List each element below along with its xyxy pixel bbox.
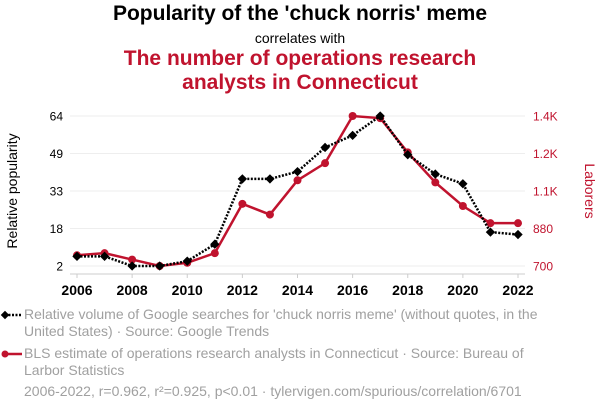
x-tick-label: 2006 bbox=[61, 282, 92, 298]
series-google-point bbox=[127, 261, 137, 271]
chart-plot: 64 49 33 18 2 1.4K 1.2K 1.1K 880 700 2006 2008 2010 2… bbox=[4, 110, 598, 299]
series-google-point bbox=[347, 130, 358, 141]
chart-title-2: The number of operations research analys… bbox=[0, 47, 600, 95]
y-right-axis-label: Laborers bbox=[582, 163, 598, 218]
series-bls-point bbox=[210, 249, 219, 258]
series-google-point bbox=[375, 111, 385, 121]
x-tick-label: 2022 bbox=[502, 282, 533, 298]
x-tick-label: 2020 bbox=[447, 282, 478, 298]
series-google-point bbox=[182, 256, 192, 266]
chart-title: Popularity of the 'chuck norris' meme bbox=[112, 2, 488, 25]
chart-subtitle: correlates with bbox=[254, 30, 346, 46]
x-tick-label: 2008 bbox=[117, 282, 148, 298]
series-bls-point bbox=[265, 210, 274, 219]
series-bls-point bbox=[431, 178, 440, 187]
x-tick-label: 2018 bbox=[392, 282, 423, 298]
series-bls-point bbox=[514, 219, 522, 228]
series-google-point bbox=[265, 174, 275, 184]
y-left-tick-label: 2 bbox=[56, 260, 63, 274]
legend-item-google: Relative volume of Google searches for '… bbox=[24, 306, 538, 339]
series-bls-point bbox=[128, 255, 137, 264]
y-left-tick-label: 18 bbox=[50, 222, 64, 236]
chart-title-2-text: The number of operations research analys… bbox=[123, 47, 477, 94]
series-google-point bbox=[155, 261, 165, 271]
series-google-point bbox=[320, 142, 330, 153]
series-bls-point bbox=[486, 219, 495, 228]
series-google-line bbox=[77, 114, 519, 268]
legend-item-bls: BLS estimate of operations research anal… bbox=[24, 345, 524, 378]
series-google-point bbox=[485, 227, 496, 237]
series-google-point bbox=[210, 239, 220, 249]
y-left-axis-label: Relative popularity bbox=[4, 133, 20, 248]
legend-marker-bls bbox=[1, 350, 22, 358]
y-right-tick-label: 1.2K bbox=[533, 147, 558, 161]
x-tick-label: 2014 bbox=[282, 282, 313, 298]
x-tick-label: 2010 bbox=[172, 282, 203, 298]
y-left-tick-label: 49 bbox=[50, 147, 64, 161]
series-google-point bbox=[237, 174, 248, 184]
series-bls-point bbox=[348, 112, 357, 120]
y-left-tick-label: 33 bbox=[50, 185, 64, 199]
y-right-tick-label: 1.1K bbox=[533, 185, 558, 199]
series-google-point bbox=[513, 229, 523, 240]
footer-stats: 2006-2022, r=0.962, r²=0.925, p<0.01 · t… bbox=[24, 383, 522, 399]
series-google-point bbox=[292, 166, 303, 177]
series-bls-point bbox=[458, 202, 467, 210]
series-google-point bbox=[430, 169, 440, 179]
series-bls-point bbox=[321, 159, 330, 168]
y-right-tick-label: 1.4K bbox=[533, 110, 558, 124]
y-right-tick-label: 700 bbox=[533, 260, 553, 274]
x-tick-label: 2012 bbox=[227, 282, 258, 298]
series-bls-point bbox=[238, 199, 247, 208]
x-tick-label: 2016 bbox=[337, 282, 368, 298]
series-bls-point bbox=[293, 176, 302, 185]
legend-marker-google bbox=[0, 310, 22, 320]
y-right-tick-label: 880 bbox=[533, 222, 553, 236]
y-left-tick-label: 64 bbox=[50, 110, 64, 124]
